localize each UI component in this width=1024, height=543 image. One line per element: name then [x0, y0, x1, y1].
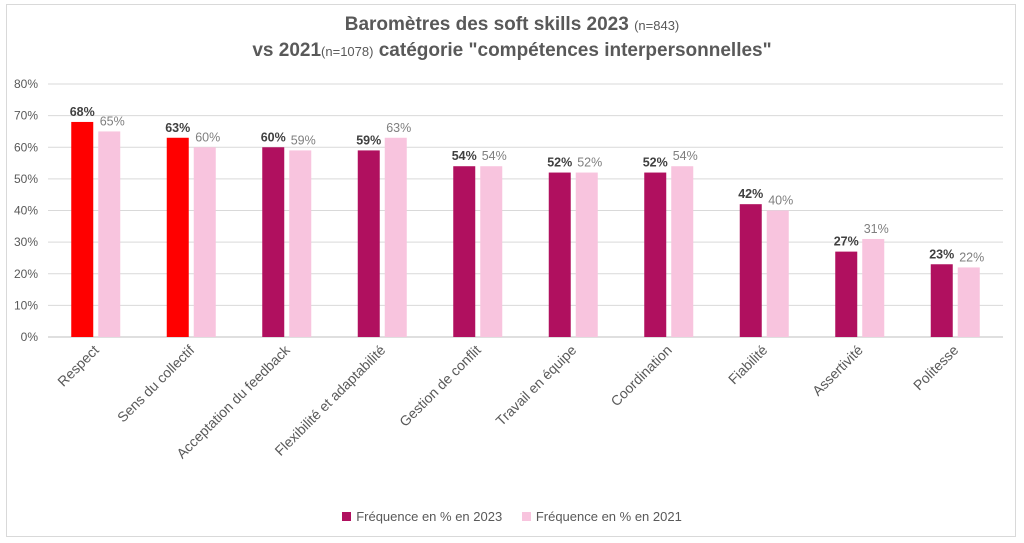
- data-label-2023: 42%: [738, 187, 763, 201]
- bar-2021: [193, 147, 216, 337]
- bar-2021: [575, 172, 598, 337]
- category-label: Sens du collectif: [114, 342, 197, 425]
- legend-swatch-2021: [521, 512, 531, 521]
- data-label-2021: 60%: [195, 130, 220, 144]
- title-main-1: Baromètres des soft skills 2023: [344, 14, 629, 35]
- bar-2023: [835, 251, 858, 337]
- data-label-2021: 65%: [100, 114, 125, 128]
- y-tick-label: 70%: [14, 109, 38, 123]
- category-label: Assertivité: [809, 342, 866, 399]
- data-label-2023: 52%: [643, 156, 668, 170]
- category-label: Coordination: [607, 342, 674, 409]
- bar-2021: [957, 267, 980, 337]
- legend-item-2023: Fréquence en % en 2023: [342, 509, 502, 524]
- legend-label-2021: Fréquence en % en 2021: [535, 509, 682, 524]
- category-label: Travail en équipe: [492, 342, 579, 429]
- y-tick-label: 50%: [14, 172, 38, 186]
- data-label-2021: 54%: [482, 149, 507, 163]
- y-tick-label: 80%: [14, 77, 38, 91]
- data-label-2021: 22%: [959, 250, 984, 264]
- bar-2023: [166, 137, 189, 337]
- bar-2021: [480, 166, 503, 337]
- y-tick-label: 20%: [14, 267, 38, 281]
- data-label-2023: 59%: [356, 133, 381, 147]
- bar-2021: [766, 210, 789, 337]
- y-tick-label: 10%: [14, 298, 38, 312]
- legend-label-2023: Fréquence en % en 2023: [356, 509, 503, 524]
- chart-title: Baromètres des soft skills 2023 (n=843) …: [0, 12, 1024, 64]
- y-tick-label: 40%: [14, 204, 38, 218]
- data-label-2021: 54%: [673, 149, 698, 163]
- bar-2023: [644, 172, 667, 337]
- category-label: Politesse: [910, 342, 962, 394]
- bar-2023: [71, 121, 94, 337]
- data-label-2021: 63%: [386, 121, 411, 135]
- title-line-2: vs 2021(n=1078) catégorie "compétences i…: [0, 38, 1024, 64]
- data-label-2023: 52%: [547, 156, 572, 170]
- data-label-2021: 40%: [768, 194, 793, 208]
- title-main-2a: vs 2021: [252, 40, 322, 61]
- data-label-2021: 31%: [864, 222, 889, 236]
- category-label: Flexibilité et adaptabilité: [271, 342, 388, 459]
- category-label: Gestion de conflit: [396, 342, 484, 430]
- y-tick-label: 30%: [14, 235, 38, 249]
- bar-2023: [548, 172, 571, 337]
- title-note-2: (n=1078): [321, 44, 374, 59]
- bar-2023: [930, 264, 953, 337]
- bar-2023: [262, 147, 285, 337]
- bar-2021: [862, 238, 885, 337]
- y-tick-label: 0%: [21, 330, 39, 344]
- data-label-2023: 23%: [929, 247, 954, 261]
- bar-2021: [289, 150, 312, 337]
- y-tick-label: 60%: [14, 140, 38, 154]
- legend-item-2021: Fréquence en % en 2021: [521, 509, 682, 524]
- data-label-2021: 59%: [291, 133, 316, 147]
- legend: Fréquence en % en 2023 Fréquence en % en…: [0, 509, 1024, 524]
- title-main-2b: catégorie "compétences interpersonnelles…: [378, 40, 772, 61]
- data-label-2023: 63%: [165, 121, 190, 135]
- data-label-2023: 68%: [70, 105, 95, 119]
- legend-swatch-2023: [342, 512, 352, 521]
- category-label: Respect: [54, 342, 102, 390]
- title-note-1: (n=843): [634, 18, 680, 33]
- data-label-2023: 27%: [834, 235, 859, 249]
- bar-2023: [453, 166, 476, 337]
- category-label: Fiabilité: [725, 342, 771, 388]
- data-label-2023: 60%: [261, 130, 286, 144]
- title-line-1: Baromètres des soft skills 2023 (n=843): [0, 12, 1024, 38]
- bar-2023: [357, 150, 380, 337]
- bar-2021: [384, 137, 407, 337]
- bar-2023: [739, 204, 762, 337]
- bar-2021: [671, 166, 694, 337]
- bar-2021: [98, 131, 121, 337]
- data-label-2023: 54%: [452, 149, 477, 163]
- data-label-2021: 52%: [577, 156, 602, 170]
